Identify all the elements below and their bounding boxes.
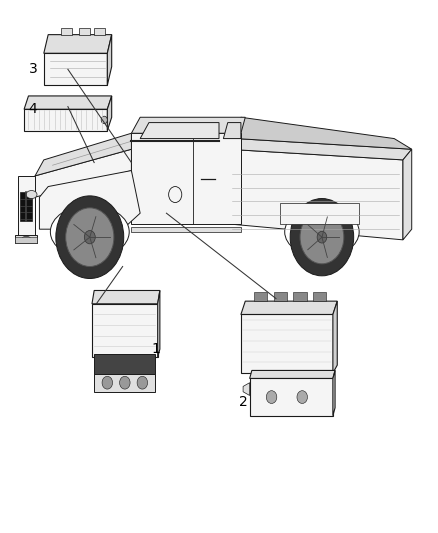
Bar (293, 292, 307, 301)
Polygon shape (140, 123, 219, 139)
Bar (61, 28, 72, 35)
Polygon shape (131, 133, 241, 224)
Polygon shape (94, 374, 155, 392)
Ellipse shape (50, 205, 129, 259)
Circle shape (297, 391, 307, 403)
Text: 2: 2 (239, 395, 247, 409)
Polygon shape (107, 96, 112, 131)
Ellipse shape (56, 196, 124, 279)
Bar (254, 292, 267, 301)
Polygon shape (250, 378, 333, 416)
Polygon shape (24, 96, 112, 109)
Ellipse shape (290, 199, 354, 276)
Text: 4: 4 (28, 102, 37, 116)
Polygon shape (92, 304, 158, 357)
Polygon shape (131, 117, 245, 133)
Polygon shape (250, 370, 335, 378)
Polygon shape (241, 314, 333, 373)
Polygon shape (44, 53, 107, 85)
Circle shape (266, 391, 277, 403)
Polygon shape (39, 171, 140, 229)
Polygon shape (15, 237, 37, 243)
Polygon shape (92, 290, 160, 304)
Polygon shape (24, 109, 107, 131)
Ellipse shape (84, 230, 95, 244)
Polygon shape (107, 35, 112, 85)
Circle shape (120, 376, 130, 389)
Polygon shape (35, 133, 131, 176)
Polygon shape (333, 370, 335, 416)
Polygon shape (15, 235, 37, 243)
Circle shape (137, 376, 148, 389)
Polygon shape (35, 149, 131, 197)
Ellipse shape (285, 207, 359, 257)
Polygon shape (44, 35, 112, 53)
Polygon shape (18, 176, 35, 240)
Polygon shape (241, 301, 337, 314)
Polygon shape (228, 149, 403, 240)
Polygon shape (280, 203, 359, 224)
Polygon shape (237, 117, 412, 149)
Circle shape (101, 116, 107, 124)
Polygon shape (333, 301, 337, 373)
Ellipse shape (300, 211, 344, 264)
Bar (20, 192, 32, 221)
Polygon shape (131, 227, 241, 232)
Polygon shape (243, 383, 250, 395)
Polygon shape (228, 139, 412, 160)
Ellipse shape (26, 191, 37, 199)
Circle shape (102, 376, 113, 389)
Bar (79, 28, 90, 35)
Polygon shape (158, 290, 160, 357)
Ellipse shape (66, 208, 114, 266)
Ellipse shape (317, 231, 327, 243)
Text: 3: 3 (28, 62, 37, 76)
Polygon shape (223, 123, 241, 139)
Bar (313, 292, 326, 301)
Ellipse shape (22, 237, 31, 241)
Bar (94, 28, 105, 35)
Text: 1: 1 (151, 342, 160, 356)
Bar (274, 292, 287, 301)
Polygon shape (94, 354, 155, 376)
Polygon shape (403, 149, 412, 240)
